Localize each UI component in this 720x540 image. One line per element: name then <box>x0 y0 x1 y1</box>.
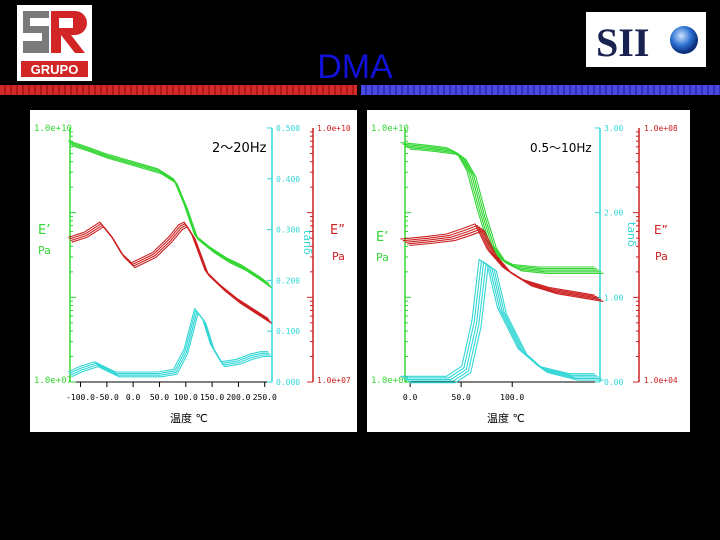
x-tick-label: -100.0 <box>66 393 95 402</box>
right-axis-top-label: 1.0e+08 <box>644 124 678 133</box>
slide-title: DMA <box>317 48 393 86</box>
x-tick-label: 200.0 <box>226 393 250 402</box>
left-axis-top-label: 1.0e+10 <box>371 124 409 134</box>
x-tick-label: 150.0 <box>200 393 224 402</box>
x-tick-label: 0.0 <box>126 393 141 402</box>
divider-bar-blue <box>361 85 720 95</box>
x-tick-label: 0.0 <box>403 393 418 402</box>
tan-tick-label: 0.000 <box>276 378 300 387</box>
plot-area: 3.00 2.00 1.00 0.00 0.0 50.0 100.0 <box>400 124 640 402</box>
series-E2-line <box>71 226 272 324</box>
series-tan-line <box>407 263 602 382</box>
series-tan-line <box>69 309 270 375</box>
x-tick-label: 250.0 <box>253 393 277 402</box>
x-tick-label: 100.0 <box>500 393 524 402</box>
series-tan-line <box>402 260 597 379</box>
x-tick-label: -50.0 <box>95 393 119 402</box>
tan-axis-label: tanδ <box>625 222 638 247</box>
tan-tick-label: 0.00 <box>604 378 623 387</box>
chart-panel-2-20hz: 1.0e+10 1.0e+07 E’ Pa 2～20Hz tanδ E” Pa … <box>30 110 357 432</box>
sii-logo: SII <box>586 12 706 67</box>
right-axis-bottom-label: 1.0e+07 <box>317 376 351 385</box>
e1-axis-label: E’ <box>38 223 50 238</box>
series-tan-line <box>68 307 269 373</box>
x-tick-label: 100.0 <box>174 393 198 402</box>
tan-tick-label: 0.300 <box>276 226 300 235</box>
tan-tick-label: 0.100 <box>276 327 300 336</box>
chart-panel-0.5-10hz: 1.0e+10 1.0e+07 E’ Pa 0.5～10Hz tanδ E” P… <box>367 110 690 432</box>
grupo-sr-logo: GRUPO <box>17 5 92 81</box>
tan-axis-label: tanδ <box>301 230 314 255</box>
tan-tick-label: 2.00 <box>604 209 623 218</box>
left-axis-bottom-label: 1.0e+07 <box>371 376 409 386</box>
e1-axis-label: E’ <box>376 230 388 245</box>
series-E2-line <box>404 226 600 299</box>
series-tan-line <box>71 312 272 378</box>
logo-grupo-text: GRUPO <box>31 62 79 77</box>
tan-tick-label: 1.00 <box>604 293 623 302</box>
x-tick-label: 50.0 <box>150 393 169 402</box>
series-E2-line <box>400 223 595 296</box>
e2-axis-label: E” <box>330 223 345 238</box>
series-E1-line <box>404 145 599 271</box>
globe-icon <box>670 26 698 54</box>
tan-tick-label: 0.400 <box>276 175 300 184</box>
series-E1-line <box>71 145 273 289</box>
plot-area: 0.500 0.400 0.300 0.200 0.100 0.000 -100.0 -50.… <box>66 124 314 402</box>
right-axis-bottom-label: 1.0e+04 <box>644 376 678 385</box>
x-axis-label: 温度 ℃ <box>487 411 525 425</box>
frequency-label: 0.5～10Hz <box>530 141 592 155</box>
divider-bar-red <box>0 85 357 95</box>
frequency-label: 2～20Hz <box>212 141 267 156</box>
dma-chart-2-20hz: 1.0e+10 1.0e+07 E’ Pa 2～20Hz tanδ E” Pa … <box>34 124 351 425</box>
series-E1-line <box>68 140 269 284</box>
series-tan-line <box>70 311 271 376</box>
series-E2-line <box>409 229 604 302</box>
series-E1-line <box>69 141 270 286</box>
left-axis-top-label: 1.0e+10 <box>34 124 72 134</box>
e1-unit-label: Pa <box>38 244 51 257</box>
right-axis-top-label: 1.0e+10 <box>317 124 351 133</box>
tan-tick-label: 3.00 <box>604 124 623 133</box>
e1-unit-label: Pa <box>376 251 389 264</box>
dma-chart-0.5-10hz: 1.0e+10 1.0e+07 E’ Pa 0.5～10Hz tanδ E” P… <box>371 124 678 425</box>
tan-tick-label: 0.200 <box>276 276 300 285</box>
series-E2-line <box>69 223 270 321</box>
series-tan-line <box>405 262 599 381</box>
series-E2-line <box>407 228 602 301</box>
series-E1-line <box>407 146 602 273</box>
x-tick-label: 50.0 <box>452 393 471 402</box>
series-E1-line <box>400 142 595 268</box>
series-tan-line <box>409 265 604 384</box>
series-E1-line <box>402 143 597 270</box>
tan-tick-label: 0.500 <box>276 124 300 133</box>
left-axis-bottom-label: 1.0e+07 <box>34 376 72 386</box>
series-E2-line <box>68 221 269 320</box>
e2-unit-label: Pa <box>332 250 345 263</box>
x-axis-label: 温度 ℃ <box>170 411 208 425</box>
series-E1-line <box>409 148 604 274</box>
e2-axis-label: E” <box>654 223 668 237</box>
logo-sii-text: SII <box>596 20 649 65</box>
series-E2-line <box>70 224 271 323</box>
e2-unit-label: Pa <box>655 250 668 263</box>
series-E2-line <box>402 224 597 298</box>
